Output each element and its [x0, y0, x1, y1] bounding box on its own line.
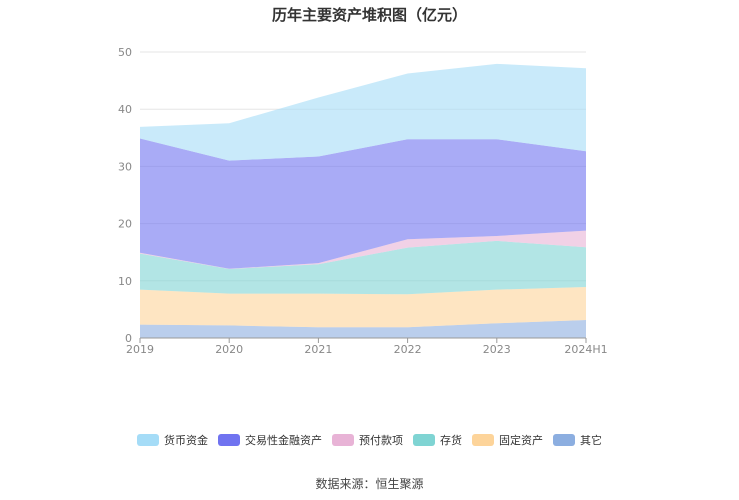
x-tick-label: 2019 — [126, 343, 154, 356]
area-series-1 — [140, 286, 586, 328]
area-series-2 — [140, 240, 586, 295]
legend-item[interactable]: 预付款项 — [332, 432, 403, 448]
legend-label: 货币资金 — [164, 434, 208, 447]
stacked-area-chart: 0 10 20 30 40 50 2019 2020 2021 2022 2023 2024H1 — [118, 46, 608, 356]
y-tick-label: 10 — [118, 275, 132, 288]
area-series-3 — [140, 230, 586, 269]
legend-item[interactable]: 货币资金 — [137, 432, 208, 448]
y-tick-label: 30 — [118, 160, 132, 173]
x-tick-label: 2023 — [483, 343, 511, 356]
legend-swatch — [413, 434, 435, 446]
x-tick-label: 2020 — [215, 343, 243, 356]
legend-item[interactable]: 其它 — [553, 432, 602, 448]
legend-swatch — [137, 434, 159, 446]
area-series-0 — [140, 319, 586, 338]
x-tick-label: 2024H1 — [564, 343, 607, 356]
y-tick-label: 20 — [118, 218, 132, 231]
x-tick-label: 2021 — [304, 343, 332, 356]
legend-swatch — [218, 434, 240, 446]
legend-label: 存货 — [440, 434, 462, 447]
area-series-5 — [140, 63, 586, 161]
y-tick-label: 50 — [118, 46, 132, 59]
legend-swatch — [332, 434, 354, 446]
legend-label: 预付款项 — [359, 434, 403, 447]
x-tick-label: 2022 — [394, 343, 422, 356]
legend-label: 固定资产 — [499, 434, 543, 447]
legend-item[interactable]: 固定资产 — [472, 432, 543, 448]
legend-item[interactable]: 存货 — [413, 432, 462, 448]
legend-item[interactable]: 交易性金融资产 — [218, 432, 322, 448]
data-source: 数据来源：恒生聚源 — [315, 477, 424, 491]
area-series-4 — [140, 138, 586, 269]
chart-title: 历年主要资产堆积图（亿元） — [271, 6, 467, 24]
legend-label: 交易性金融资产 — [245, 434, 322, 447]
legend-label: 其它 — [580, 434, 602, 447]
y-tick-label: 40 — [118, 103, 132, 116]
legend-swatch — [472, 434, 494, 446]
legend: 货币资金 交易性金融资产 预付款项 存货 固定资产 其它 — [0, 432, 739, 448]
y-tick-label: 0 — [125, 332, 132, 345]
legend-swatch — [553, 434, 575, 446]
